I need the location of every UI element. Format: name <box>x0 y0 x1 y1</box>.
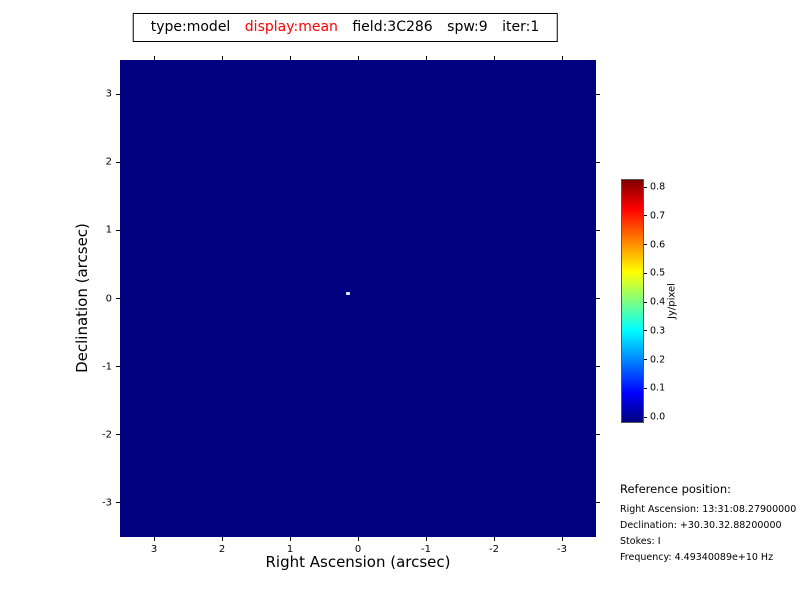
y-tick-label: 0 <box>105 293 112 304</box>
colorbar-tick <box>644 359 647 360</box>
colorbar-tick-label: 0.5 <box>650 267 666 279</box>
y-axis-tick <box>596 93 600 95</box>
y-axis-tick <box>596 298 600 299</box>
y-axis-tick <box>596 229 600 231</box>
x-tick-label: 3 <box>150 544 158 555</box>
y-axis-tick <box>116 298 120 299</box>
colorbar-tick-label: 0.1 <box>650 382 666 394</box>
colorbar-tick-label: 0.2 <box>650 354 666 365</box>
colorbar-tick <box>644 301 647 303</box>
x-axis-tick <box>153 537 155 541</box>
y-tick-label: 1 <box>105 224 112 236</box>
title-display: display:mean <box>244 19 338 35</box>
x-tick-label: -1 <box>421 544 431 555</box>
colorbar-tick-label: 0.8 <box>650 181 666 193</box>
colorbar-tick <box>644 272 647 274</box>
y-axis-tick <box>116 161 120 163</box>
y-axis-tick <box>596 434 600 436</box>
x-axis-tick <box>357 56 359 60</box>
title-type: type:model <box>150 19 231 35</box>
x-axis-tick <box>289 56 291 60</box>
y-axis-tick <box>596 502 600 504</box>
y-tick-label: 3 <box>105 88 112 100</box>
y-tick-label: -3 <box>102 497 112 509</box>
x-tick-label: 0 <box>354 544 362 555</box>
y-axis-tick <box>116 229 120 231</box>
colorbar-tick <box>644 416 647 418</box>
y-tick-label: -1 <box>102 361 112 373</box>
sky-image-plot <box>120 60 596 537</box>
title-spw: spw:9 <box>447 19 488 35</box>
x-tick-label: 2 <box>218 544 226 555</box>
reference-right-ascension: Right Ascension: 13:31:08.27900000 <box>620 504 797 515</box>
x-axis-tick <box>561 56 563 60</box>
colorbar-tick <box>644 244 647 245</box>
y-axis-tick <box>116 434 120 436</box>
x-tick-label: 1 <box>286 544 294 555</box>
x-tick-label: -3 <box>557 544 567 555</box>
y-axis-tick <box>116 93 120 95</box>
y-axis-tick <box>596 161 600 163</box>
colorbar-tick-label: 0.7 <box>650 210 666 222</box>
reference-declination: Declination: +30.30.32.88200000 <box>620 520 782 531</box>
colorbar-tick <box>644 330 647 332</box>
colorbar-tick-label: 0.0 <box>650 411 666 423</box>
x-axis-tick <box>221 537 223 541</box>
y-axis-label: Declination (arcsec) <box>73 223 91 373</box>
y-tick-label: 2 <box>105 156 112 168</box>
colorbar-tick <box>644 215 647 217</box>
reference-heading: Reference position: <box>620 482 731 496</box>
colorbar-tick <box>644 186 647 188</box>
y-axis-tick <box>116 502 120 504</box>
point-source-dot <box>345 291 350 295</box>
colorbar-gradient <box>621 179 644 423</box>
figure-title-box: type:model display:mean field:3C286 spw:… <box>132 13 558 42</box>
reference-stokes: Stokes: I <box>620 536 661 547</box>
colorbar-tick <box>644 387 647 389</box>
x-axis-tick <box>153 56 155 60</box>
x-tick-label: -2 <box>489 544 499 555</box>
reference-position-block: Reference position: Right Ascension: 13:… <box>620 482 798 568</box>
x-axis-tick <box>493 56 495 60</box>
colorbar-unit-label: Jy/pixel <box>666 283 678 319</box>
x-axis-tick <box>289 537 291 541</box>
colorbar-tick-label: 0.6 <box>650 239 666 250</box>
title-field: field:3C286 <box>352 19 433 35</box>
y-axis-tick <box>596 366 600 368</box>
colorbar-tick-label: 0.3 <box>650 325 666 337</box>
title-iter: iter:1 <box>502 19 540 35</box>
reference-frequency: Frequency: 4.49340089e+10 Hz <box>620 552 774 563</box>
x-axis-tick <box>493 537 495 541</box>
y-tick-label: -2 <box>102 429 112 441</box>
x-axis-tick <box>561 537 563 541</box>
colorbar-tick-label: 0.4 <box>650 296 666 308</box>
y-axis-tick <box>116 366 120 368</box>
x-axis-tick <box>425 537 427 541</box>
x-axis-tick <box>357 537 359 541</box>
x-axis-tick <box>221 56 223 60</box>
x-axis-label: Right Ascension (arcsec) <box>265 553 451 571</box>
x-axis-tick <box>425 56 427 60</box>
